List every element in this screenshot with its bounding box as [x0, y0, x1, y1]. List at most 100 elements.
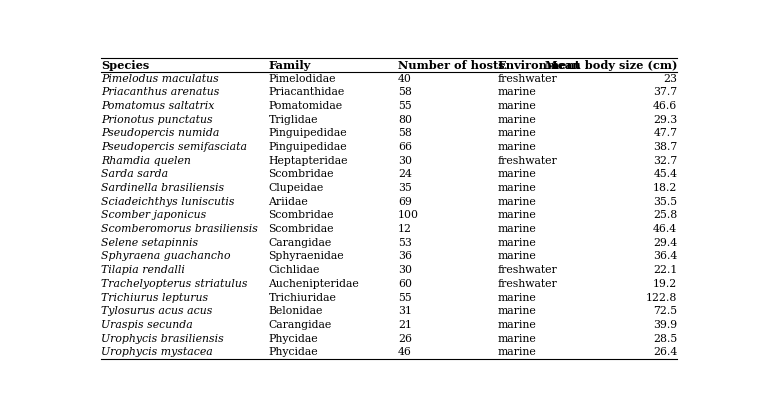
Text: freshwater: freshwater — [498, 74, 558, 83]
Text: Urophycis mystacea: Urophycis mystacea — [101, 347, 213, 357]
Text: Family: Family — [269, 59, 310, 70]
Text: Ariidae: Ariidae — [269, 197, 308, 207]
Text: 55: 55 — [398, 293, 411, 302]
Text: 100: 100 — [398, 210, 419, 221]
Text: 19.2: 19.2 — [653, 279, 677, 289]
Text: 30: 30 — [398, 156, 412, 166]
Text: marine: marine — [498, 142, 537, 152]
Text: 35.5: 35.5 — [653, 197, 677, 207]
Text: Clupeidae: Clupeidae — [269, 183, 323, 193]
Text: 122.8: 122.8 — [646, 293, 677, 302]
Text: 36: 36 — [398, 252, 412, 261]
Text: marine: marine — [498, 347, 537, 357]
Text: Cichlidae: Cichlidae — [269, 265, 320, 275]
Text: Phycidae: Phycidae — [269, 347, 318, 357]
Text: 32.7: 32.7 — [653, 156, 677, 166]
Text: Tilapia rendalli: Tilapia rendalli — [101, 265, 184, 275]
Text: Pimelodidae: Pimelodidae — [269, 74, 336, 83]
Text: Trachelyopterus striatulus: Trachelyopterus striatulus — [101, 279, 247, 289]
Text: freshwater: freshwater — [498, 156, 558, 166]
Text: Priacanthus arenatus: Priacanthus arenatus — [101, 88, 219, 97]
Text: Pseudopercis semifasciata: Pseudopercis semifasciata — [101, 142, 247, 152]
Text: Carangidae: Carangidae — [269, 320, 332, 330]
Text: Trichiuridae: Trichiuridae — [269, 293, 336, 302]
Text: Scombridae: Scombridae — [269, 224, 334, 234]
Text: marine: marine — [498, 210, 537, 221]
Text: 55: 55 — [398, 101, 411, 111]
Text: marine: marine — [498, 306, 537, 316]
Text: Heptapteridae: Heptapteridae — [269, 156, 348, 166]
Text: Trichiurus lepturus: Trichiurus lepturus — [101, 293, 208, 302]
Text: Species: Species — [101, 59, 149, 70]
Text: marine: marine — [498, 115, 537, 125]
Text: 37.7: 37.7 — [653, 88, 677, 97]
Text: 40: 40 — [398, 74, 411, 83]
Text: freshwater: freshwater — [498, 265, 558, 275]
Text: Belonidae: Belonidae — [269, 306, 323, 316]
Text: Sciadeichthys luniscutis: Sciadeichthys luniscutis — [101, 197, 235, 207]
Text: Pimelodus maculatus: Pimelodus maculatus — [101, 74, 219, 83]
Text: 25.8: 25.8 — [653, 210, 677, 221]
Text: 38.7: 38.7 — [653, 142, 677, 152]
Text: Rhamdia quelen: Rhamdia quelen — [101, 156, 191, 166]
Text: 12: 12 — [398, 224, 412, 234]
Text: Uraspis secunda: Uraspis secunda — [101, 320, 193, 330]
Text: 22.1: 22.1 — [653, 265, 677, 275]
Text: marine: marine — [498, 88, 537, 97]
Text: Tylosurus acus acus: Tylosurus acus acus — [101, 306, 212, 316]
Text: 35: 35 — [398, 183, 411, 193]
Text: Environment: Environment — [498, 59, 581, 70]
Text: Triglidae: Triglidae — [269, 115, 318, 125]
Text: Sphyraena guachancho: Sphyraena guachancho — [101, 252, 230, 261]
Text: marine: marine — [498, 101, 537, 111]
Text: 36.4: 36.4 — [653, 252, 677, 261]
Text: 21: 21 — [398, 320, 412, 330]
Text: 66: 66 — [398, 142, 412, 152]
Text: Phycidae: Phycidae — [269, 334, 318, 344]
Text: Pomatomus saltatrix: Pomatomus saltatrix — [101, 101, 214, 111]
Text: Scomberomorus brasiliensis: Scomberomorus brasiliensis — [101, 224, 257, 234]
Text: marine: marine — [498, 183, 537, 193]
Text: 60: 60 — [398, 279, 412, 289]
Text: 18.2: 18.2 — [653, 183, 677, 193]
Text: 46.4: 46.4 — [653, 224, 677, 234]
Text: freshwater: freshwater — [498, 279, 558, 289]
Text: marine: marine — [498, 128, 537, 138]
Text: 45.4: 45.4 — [653, 169, 677, 179]
Text: 47.7: 47.7 — [653, 128, 677, 138]
Text: 58: 58 — [398, 128, 411, 138]
Text: Urophycis brasiliensis: Urophycis brasiliensis — [101, 334, 223, 344]
Text: 24: 24 — [398, 169, 411, 179]
Text: 69: 69 — [398, 197, 411, 207]
Text: 53: 53 — [398, 238, 411, 248]
Text: marine: marine — [498, 197, 537, 207]
Text: Selene setapinnis: Selene setapinnis — [101, 238, 198, 248]
Text: Sardinella brasiliensis: Sardinella brasiliensis — [101, 183, 224, 193]
Text: Sarda sarda: Sarda sarda — [101, 169, 168, 179]
Text: 31: 31 — [398, 306, 412, 316]
Text: marine: marine — [498, 334, 537, 344]
Text: marine: marine — [498, 320, 537, 330]
Text: Pinguipedidae: Pinguipedidae — [269, 142, 347, 152]
Text: Number of hosts: Number of hosts — [398, 59, 505, 70]
Text: marine: marine — [498, 252, 537, 261]
Text: 29.3: 29.3 — [653, 115, 677, 125]
Text: marine: marine — [498, 293, 537, 302]
Text: Scombridae: Scombridae — [269, 210, 334, 221]
Text: 30: 30 — [398, 265, 412, 275]
Text: Sphyraenidae: Sphyraenidae — [269, 252, 344, 261]
Text: Pinguipedidae: Pinguipedidae — [269, 128, 347, 138]
Text: 80: 80 — [398, 115, 412, 125]
Text: 28.5: 28.5 — [653, 334, 677, 344]
Text: marine: marine — [498, 224, 537, 234]
Text: marine: marine — [498, 238, 537, 248]
Text: 23: 23 — [663, 74, 677, 83]
Text: marine: marine — [498, 169, 537, 179]
Text: 72.5: 72.5 — [653, 306, 677, 316]
Text: 46: 46 — [398, 347, 411, 357]
Text: 46.6: 46.6 — [653, 101, 677, 111]
Text: Carangidae: Carangidae — [269, 238, 332, 248]
Text: Pomatomidae: Pomatomidae — [269, 101, 342, 111]
Text: 29.4: 29.4 — [653, 238, 677, 248]
Text: 58: 58 — [398, 88, 411, 97]
